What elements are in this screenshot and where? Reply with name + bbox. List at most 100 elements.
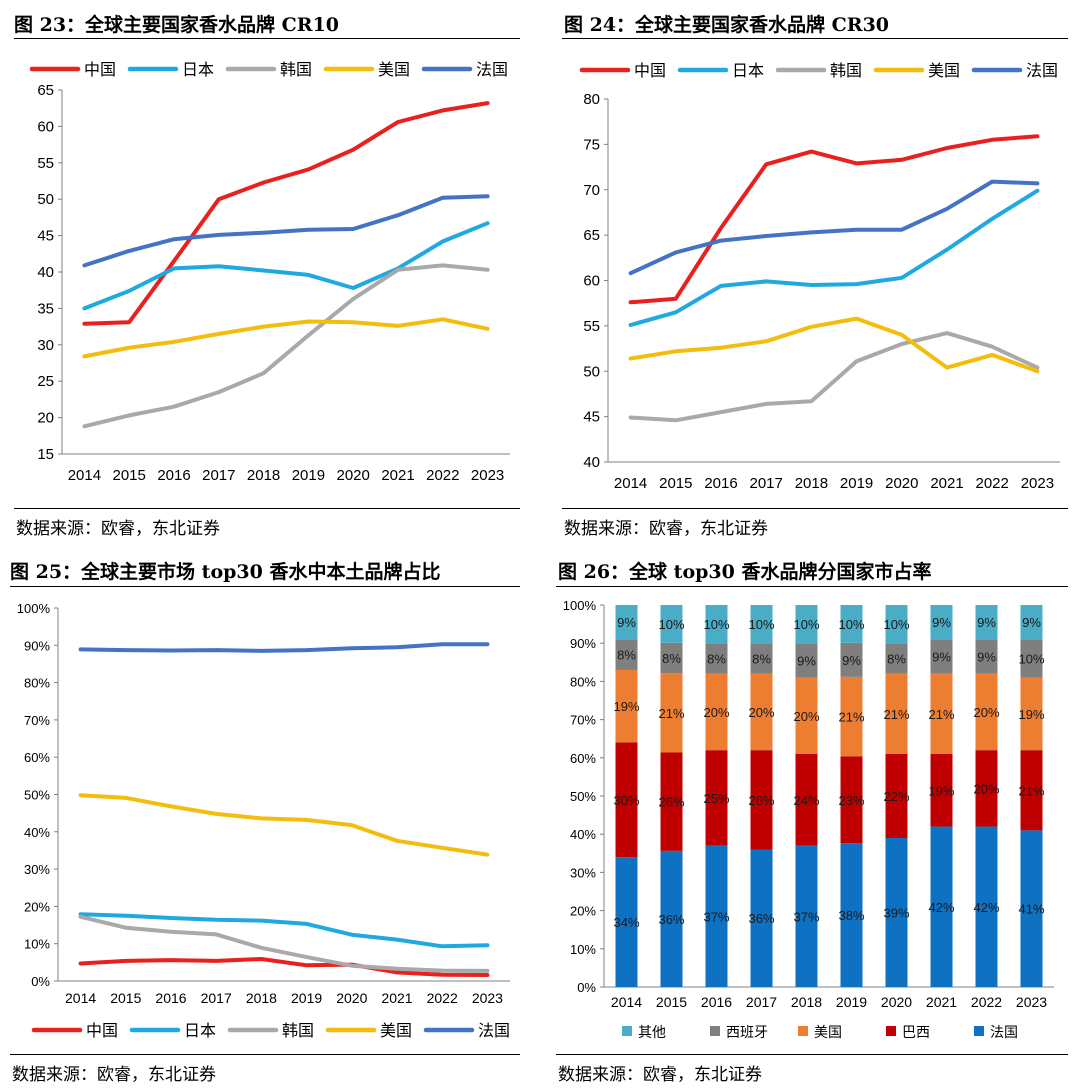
data-label: 19% bbox=[613, 699, 639, 714]
bar-segment-4 bbox=[795, 643, 818, 678]
bar-segment-1 bbox=[930, 826, 953, 987]
bar-segment-2 bbox=[795, 753, 818, 846]
y-tick-label: 30% bbox=[570, 865, 596, 880]
title-rule bbox=[14, 38, 520, 39]
series-line-5 bbox=[78, 642, 490, 653]
data-label: 21% bbox=[838, 710, 864, 725]
data-label: 42% bbox=[928, 900, 954, 915]
bar-segment-1 bbox=[975, 826, 998, 987]
chart-title-country-share: 图 26：全球 top30 香水品牌分国家市占率 bbox=[558, 561, 932, 583]
bar-segment-1 bbox=[660, 850, 683, 987]
x-tick-label: 2019 bbox=[836, 994, 867, 1010]
y-tick-label: 90% bbox=[570, 636, 596, 651]
bar-segment-2 bbox=[705, 750, 728, 846]
data-label: 34% bbox=[613, 915, 639, 930]
bar-segment-3 bbox=[660, 673, 683, 753]
data-label: 10% bbox=[1018, 651, 1044, 666]
data-label: 10% bbox=[883, 617, 909, 632]
data-label: 20% bbox=[973, 781, 999, 796]
x-tick-label: 2020 bbox=[881, 994, 912, 1010]
data-label: 10% bbox=[703, 617, 729, 632]
y-tick-label: 65 bbox=[583, 227, 600, 244]
data-label: 9% bbox=[617, 615, 636, 630]
x-tick-label: 2015 bbox=[656, 994, 687, 1010]
data-label: 30% bbox=[613, 793, 639, 808]
y-tick-label: 60% bbox=[570, 751, 596, 766]
y-tick-label: 80% bbox=[24, 676, 50, 691]
data-label: 22% bbox=[883, 789, 909, 804]
bar-segment-5 bbox=[795, 605, 818, 644]
y-tick-label: 55 bbox=[37, 155, 54, 172]
chart-cr10: 15 20 25 30 35 40 45 50 55 60 65 2014 2015 2016 2017 20… bbox=[29, 60, 510, 484]
bar-segment-5 bbox=[840, 605, 863, 643]
x-tick-label: 2020 bbox=[885, 475, 918, 492]
bar-segment-1 bbox=[615, 857, 638, 987]
bar-segment-5 bbox=[1020, 605, 1043, 640]
data-label: 19% bbox=[1018, 707, 1044, 722]
data-label: 8% bbox=[662, 651, 681, 666]
y-tick-label: 45 bbox=[37, 228, 54, 245]
legend-swatch bbox=[622, 1026, 632, 1036]
data-label: 8% bbox=[707, 651, 726, 666]
series-line-2 bbox=[628, 188, 1040, 327]
data-label: 26% bbox=[748, 793, 774, 808]
series-line-3 bbox=[82, 263, 490, 429]
source-rule bbox=[556, 1054, 1068, 1055]
y-tick-label: 50 bbox=[583, 363, 600, 380]
data-label: 42% bbox=[973, 900, 999, 915]
legend-label: 中国 bbox=[84, 60, 116, 79]
bar-segment-3 bbox=[750, 673, 773, 751]
x-tick-label: 2022 bbox=[976, 475, 1009, 492]
bar-segment-3 bbox=[705, 673, 728, 751]
y-tick-label: 55 bbox=[583, 318, 600, 335]
chart-title-local-share: 图 25：全球主要市场 top30 香水中本土品牌占比 bbox=[10, 561, 441, 583]
bar-segment-4 bbox=[615, 639, 638, 670]
x-tick-label: 2017 bbox=[202, 467, 235, 484]
x-tick-label: 2018 bbox=[795, 475, 828, 492]
data-label: 19% bbox=[928, 783, 954, 798]
series-line-5 bbox=[628, 179, 1040, 276]
data-label: 20% bbox=[793, 709, 819, 724]
legend-label: 法国 bbox=[990, 1025, 1018, 1041]
bar-segment-1 bbox=[795, 845, 818, 987]
data-label: 10% bbox=[748, 617, 774, 632]
legend-label: 美国 bbox=[928, 61, 960, 80]
data-label: 21% bbox=[883, 707, 909, 722]
bar-segment-5 bbox=[705, 605, 728, 644]
legend-label: 美国 bbox=[380, 1021, 412, 1040]
x-tick-label: 2014 bbox=[65, 990, 96, 1006]
x-tick-label: 2022 bbox=[426, 467, 459, 484]
data-label: 8% bbox=[617, 648, 636, 663]
x-tick-label: 2023 bbox=[1016, 994, 1047, 1010]
x-tick-label: 2015 bbox=[113, 467, 146, 484]
y-tick-label: 50% bbox=[570, 789, 596, 804]
series-line-1 bbox=[78, 957, 490, 977]
data-label: 24% bbox=[793, 793, 819, 808]
chart-local-share: 0% 10% 20% 30% 40% 50% 60% 70% 80% 90% 100% 2014 201… bbox=[17, 601, 510, 1040]
bar-segment-3 bbox=[885, 673, 908, 754]
series-line-1 bbox=[82, 101, 490, 326]
y-tick-label: 30% bbox=[24, 862, 50, 877]
y-tick-label: 70% bbox=[24, 713, 50, 728]
x-tick-label: 2018 bbox=[791, 994, 822, 1010]
y-tick-label: 100% bbox=[17, 601, 51, 616]
y-tick-label: 15 bbox=[37, 446, 54, 463]
bar-segment-5 bbox=[930, 605, 953, 640]
x-tick-label: 2023 bbox=[1021, 475, 1054, 492]
y-tick-label: 50% bbox=[24, 788, 50, 803]
y-tick-label: 20% bbox=[570, 904, 596, 919]
bar-segment-1 bbox=[885, 838, 908, 987]
y-tick-label: 0% bbox=[31, 974, 50, 989]
series-line-2 bbox=[78, 912, 490, 949]
series-line-5 bbox=[82, 194, 490, 268]
bar-segment-1 bbox=[750, 849, 773, 987]
data-label: 21% bbox=[1018, 783, 1044, 798]
bar-segment-1 bbox=[1020, 830, 1043, 987]
legend-label: 韩国 bbox=[830, 61, 862, 80]
bar-segment-4 bbox=[705, 643, 728, 674]
data-label: 23% bbox=[838, 793, 864, 808]
bar-segment-2 bbox=[615, 742, 638, 858]
bar-segment-5 bbox=[975, 605, 998, 640]
x-tick-label: 2019 bbox=[292, 467, 325, 484]
source-note-cr30: 数据来源：欧睿，东北证券 bbox=[564, 519, 768, 539]
